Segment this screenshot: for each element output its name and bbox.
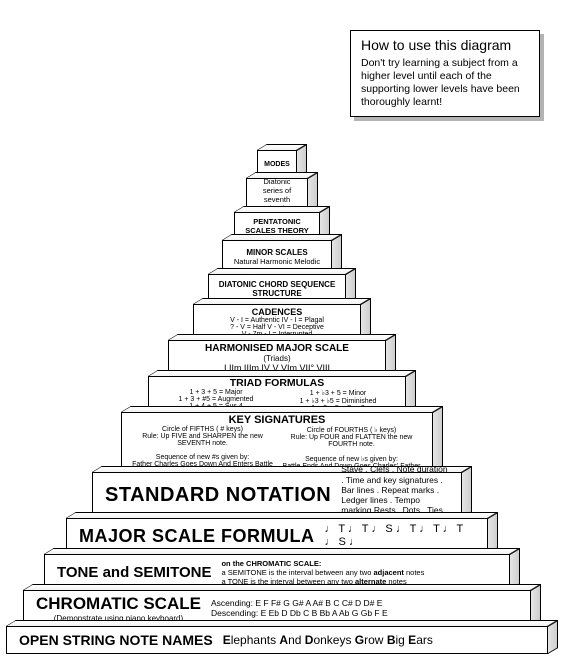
- block-right: ♩ T ♩ T ♩ S ♩ T ♩ T ♩ T ♩ S ♩: [321, 523, 482, 549]
- block-standard-notation: STANDARD NOTATIONStave . Clefs . Note du…: [92, 466, 472, 518]
- block-title: HARMONISED MAJOR SCALE: [175, 343, 379, 354]
- info-box: How to use this diagram Don't try learni…: [350, 30, 540, 117]
- block-line: ? - V = Half V - VI = Deceptive: [200, 324, 354, 331]
- block-line: V - I = Authentic IV - I = Plagal: [200, 317, 354, 324]
- block-right: Ascending: E F F# G G# A A# B C C# D D# …: [207, 598, 524, 618]
- block-title: MINOR SCALES: [229, 248, 325, 257]
- info-box-text: Don't try learning a subject from a high…: [361, 57, 529, 110]
- block-right: on the CHROMATIC SCALE:a SEMITONE is the…: [217, 559, 503, 586]
- info-box-title: How to use this diagram: [361, 37, 529, 53]
- block-left: TONE and SEMITONE: [51, 564, 217, 581]
- block-title: CADENCES: [200, 307, 354, 317]
- block-side-3d: [462, 466, 472, 518]
- block-title: PENTATONIC SCALES THEORY: [241, 217, 313, 235]
- pyramid: MODESDiatonic series of seventh chordsPE…: [0, 144, 564, 654]
- block-body: Natural Harmonic Melodic: [229, 257, 325, 266]
- block-left: CHROMATIC SCALE(Demonstrate using piano …: [30, 594, 207, 623]
- block-left: OPEN STRING NOTE NAMES: [13, 632, 219, 648]
- block-column: Circle of FIFTHS ( # keys)Rule: Up FIVE …: [128, 426, 277, 470]
- block-key-signatures: KEY SIGNATURESCircle of FIFTHS ( # keys)…: [121, 406, 443, 472]
- block-columns: Circle of FIFTHS ( # keys)Rule: Up FIVE …: [128, 426, 426, 470]
- block-title: MODES: [264, 161, 290, 168]
- block-column: Circle of FOURTHS ( ♭ keys)Rule: Up FOUR…: [277, 426, 426, 470]
- block-subtitle: (Triads): [175, 354, 379, 363]
- block-title: KEY SIGNATURES: [128, 414, 426, 426]
- block-left: MAJOR SCALE FORMULA: [73, 526, 321, 547]
- block-side-3d: [433, 406, 443, 472]
- block-face: OPEN STRING NOTE NAMESElephants And Donk…: [6, 626, 548, 654]
- block-open-string: OPEN STRING NOTE NAMESElephants And Donk…: [6, 620, 558, 654]
- block-title: TRIAD FORMULAS: [155, 377, 399, 389]
- block-title: DIATONIC CHORD SEQUENCE STRUCTURE: [215, 280, 339, 298]
- block-face: KEY SIGNATURESCircle of FIFTHS ( # keys)…: [121, 412, 433, 472]
- block-side-3d: [548, 620, 558, 654]
- block-right: Elephants And Donkeys Grow Big Ears: [219, 633, 541, 647]
- block-left: STANDARD NOTATION: [99, 484, 337, 507]
